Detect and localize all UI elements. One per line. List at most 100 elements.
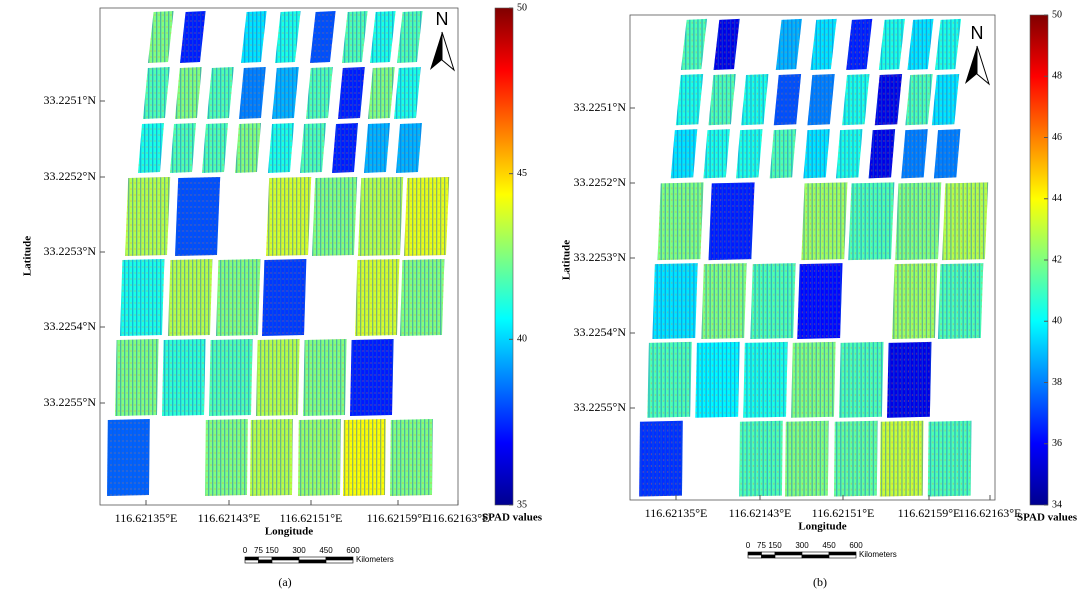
field-texture bbox=[741, 73, 769, 126]
scale-bar-segment bbox=[244, 556, 259, 561]
colorbar bbox=[494, 7, 514, 506]
field-texture bbox=[736, 129, 763, 179]
x-tick-label: 116.62159°E bbox=[898, 506, 961, 520]
scale-bar-segment bbox=[774, 551, 803, 556]
field-texture bbox=[933, 129, 961, 179]
colorbar-tick-label: 42 bbox=[1052, 254, 1062, 265]
x-tick-label: 116.62143°E bbox=[198, 511, 261, 525]
panel-caption: (a) bbox=[278, 575, 291, 589]
scale-bar-label: 0 bbox=[746, 541, 751, 550]
field-texture bbox=[300, 123, 326, 173]
field-texture bbox=[175, 67, 202, 119]
colorbar-tick-label: 34 bbox=[1052, 499, 1062, 510]
scale-bar-segment bbox=[298, 556, 327, 561]
field-texture bbox=[396, 123, 422, 173]
field-texture bbox=[670, 129, 698, 179]
field-texture bbox=[148, 11, 174, 63]
field-texture bbox=[239, 67, 266, 119]
y-tick-label: 33.2253°N bbox=[44, 244, 97, 258]
colorbar-tick-label: 46 bbox=[1052, 132, 1062, 143]
x-tick-label: 116.62135°E bbox=[115, 511, 178, 525]
y-tick-label: 33.2252°N bbox=[574, 175, 627, 189]
north-arrow-left bbox=[430, 32, 442, 70]
field-texture bbox=[175, 177, 221, 256]
colorbar-tick-label: 40 bbox=[1052, 316, 1062, 327]
y-tick-label: 33.2251°N bbox=[44, 93, 97, 107]
field-texture bbox=[120, 259, 165, 336]
field-texture bbox=[168, 259, 213, 336]
field-texture bbox=[235, 123, 261, 173]
field-texture bbox=[207, 67, 234, 119]
field-texture bbox=[397, 11, 423, 63]
field-texture bbox=[833, 420, 878, 497]
field-texture bbox=[739, 420, 783, 497]
scale-bar-label: 75 bbox=[757, 541, 766, 550]
scale-bar-label: 600 bbox=[849, 541, 863, 550]
field-texture bbox=[836, 129, 863, 179]
field-texture bbox=[202, 123, 228, 173]
colorbar-tick-label: 50 bbox=[517, 2, 527, 13]
field-texture bbox=[639, 420, 683, 497]
scale-bar-label: 0 bbox=[243, 546, 248, 555]
y-axis-label: Latitude bbox=[561, 240, 573, 280]
field-texture bbox=[846, 18, 873, 71]
field-texture bbox=[785, 420, 829, 497]
x-tick-label: 116.62163°E bbox=[427, 511, 490, 525]
field-texture bbox=[350, 339, 394, 416]
field-texture bbox=[810, 18, 837, 71]
field-texture bbox=[695, 341, 740, 418]
field-texture bbox=[848, 182, 895, 261]
colorbar-tick-label: 45 bbox=[517, 168, 527, 179]
field-texture bbox=[125, 177, 171, 256]
field-texture bbox=[807, 73, 835, 126]
scale-bar-unit: Kilometers bbox=[356, 555, 394, 564]
scale-bar-segment bbox=[325, 556, 354, 561]
field-texture bbox=[368, 67, 395, 119]
north-label: N bbox=[436, 9, 449, 29]
y-tick-label: 33.2255°N bbox=[574, 400, 627, 414]
field-texture bbox=[303, 339, 347, 416]
field-texture bbox=[306, 67, 333, 119]
field-texture bbox=[713, 18, 740, 71]
y-tick-label: 33.2254°N bbox=[44, 319, 97, 333]
colorbar-title: SPAD values bbox=[482, 512, 543, 524]
colorbar-tick-label: 48 bbox=[1052, 71, 1062, 82]
field-texture bbox=[652, 263, 698, 339]
scale-bar-label: 300 bbox=[795, 541, 809, 550]
field-texture bbox=[216, 259, 261, 336]
colorbar-title: SPAD values bbox=[1017, 512, 1078, 524]
field-texture bbox=[310, 11, 336, 63]
field-texture bbox=[750, 263, 796, 339]
field-texture bbox=[394, 67, 421, 119]
field-texture bbox=[657, 182, 704, 261]
field-texture bbox=[342, 11, 368, 63]
scale-bar-segment bbox=[298, 559, 327, 564]
map-panel: 33.2251°N 33.2252°N 33.2253°N 33.2254°N 33.2… bbox=[22, 2, 543, 588]
field-texture bbox=[250, 419, 293, 496]
colorbar-tick-label: 44 bbox=[1052, 193, 1062, 204]
field-texture bbox=[927, 420, 972, 497]
field-texture bbox=[404, 177, 450, 256]
field-texture bbox=[905, 73, 933, 126]
field-plots bbox=[107, 11, 450, 496]
field-texture bbox=[370, 11, 396, 63]
field-texture bbox=[680, 18, 708, 71]
colorbar-tick-label: 36 bbox=[1052, 438, 1062, 449]
scale-bar-unit: Kilometers bbox=[859, 550, 897, 559]
field-texture bbox=[256, 339, 300, 416]
field-texture bbox=[703, 129, 730, 179]
y-tick-label: 33.2251°N bbox=[574, 100, 627, 114]
north-arrow-right bbox=[976, 45, 990, 86]
north-label: N bbox=[971, 23, 984, 43]
field-texture bbox=[343, 419, 386, 496]
x-axis-label: Longitude bbox=[265, 526, 313, 538]
field-texture bbox=[364, 123, 390, 173]
field-texture bbox=[942, 182, 989, 261]
x-tick-label: 116.62135°E bbox=[645, 506, 708, 520]
field-texture bbox=[332, 123, 358, 173]
field-texture bbox=[355, 259, 400, 336]
field-texture bbox=[400, 259, 445, 336]
field-texture bbox=[791, 341, 836, 418]
field-texture bbox=[769, 129, 797, 179]
field-texture bbox=[708, 182, 755, 261]
